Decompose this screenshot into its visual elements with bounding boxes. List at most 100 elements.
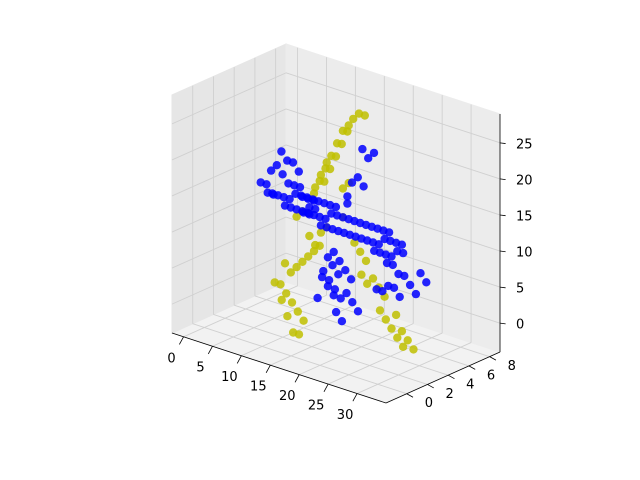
blue-point [388, 260, 397, 270]
z-tick-label-mark [499, 250, 506, 253]
blue-point [347, 178, 357, 187]
blue-point [405, 280, 415, 290]
x-axis-line [171, 332, 387, 404]
y-tick-label: 2 [445, 387, 453, 402]
blue-point [397, 240, 407, 249]
yellow-point [283, 312, 292, 321]
x-tick-label-mark [236, 355, 242, 364]
yellow-point [403, 336, 412, 345]
yellow-point [398, 342, 408, 351]
blue-point [256, 178, 265, 187]
blue-point [398, 248, 408, 258]
yellow-point [368, 274, 378, 283]
blue-point [311, 204, 320, 214]
yellow-point [299, 316, 308, 325]
y-tick-label: 0 [425, 396, 433, 411]
z-tick-label-mark [499, 322, 506, 325]
blue-point [323, 253, 333, 262]
blue-point [411, 289, 421, 299]
grid-line-z-left [171, 216, 287, 269]
blue-point [278, 170, 287, 179]
x-tick-label-mark [323, 383, 329, 392]
yellow-point [293, 307, 302, 316]
blue-point [342, 288, 351, 298]
blue-point [359, 182, 368, 191]
grid-line-x-floor [270, 313, 385, 366]
grid-line-z-back [285, 108, 501, 180]
grid-line-y-floor [192, 323, 407, 395]
x-tick-label-mark [294, 374, 300, 383]
blue-point [317, 272, 327, 282]
grid-line-x-floor [327, 332, 443, 385]
blue-point [331, 307, 341, 317]
yellow-point [282, 289, 291, 298]
grid-line-z-left [171, 144, 287, 197]
blue-point [335, 256, 344, 266]
z-tick-label: 15 [516, 209, 533, 224]
grid-line-z-left [171, 252, 287, 305]
yellow-point [305, 231, 314, 241]
blue-point [288, 158, 298, 167]
y-tick-label-mark [427, 384, 434, 389]
grid-line-z-left [171, 108, 287, 161]
z-tick-label-mark [499, 214, 506, 217]
blue-point [294, 167, 303, 176]
yellow-point [387, 324, 396, 333]
yellow-point [360, 111, 369, 120]
blue-point [346, 275, 356, 284]
yellow-point [338, 184, 348, 193]
grid-line-z-back [285, 144, 501, 216]
yellow-point [381, 315, 390, 324]
grid-line-x-floor [212, 294, 327, 347]
blue-point [384, 228, 394, 237]
blue-point [343, 192, 352, 201]
yellow-point [349, 114, 358, 124]
yellow-point [331, 152, 341, 161]
yellow-point [363, 279, 372, 288]
yellow-point [357, 270, 366, 279]
yellow-point [361, 256, 371, 266]
blue-point [321, 214, 330, 224]
blue-point [369, 148, 379, 158]
grid-line-y-floor [234, 304, 449, 376]
y-tick-label: 8 [508, 359, 516, 374]
blue-point [266, 166, 276, 175]
blue-point [331, 202, 341, 212]
yellow-point [325, 164, 335, 174]
yellow-point [320, 177, 329, 186]
blue-point [328, 261, 337, 270]
yellow-point [280, 259, 290, 268]
blue-point [374, 240, 383, 249]
yellow-point [409, 345, 418, 354]
blue-point [269, 190, 278, 199]
yellow-point [270, 278, 279, 287]
x-tick-label: 30 [337, 408, 354, 423]
grid-line-y-floor [254, 295, 470, 367]
x-tick-label: 0 [167, 351, 175, 366]
y-tick-label: 6 [487, 368, 495, 383]
yellow-point [277, 295, 286, 305]
axis-lines [171, 114, 501, 404]
yellow-point [397, 327, 407, 336]
blue-point [364, 154, 373, 163]
z-tick-label: 5 [516, 282, 524, 297]
y-tick-label-mark [468, 365, 476, 370]
yellow-point [356, 247, 365, 256]
z-tick-label: 25 [516, 137, 533, 152]
grid-line-y-floor [213, 314, 428, 385]
z-tick-label: 0 [516, 318, 524, 333]
yellow-point [391, 310, 401, 320]
blue-point [295, 183, 305, 192]
x-tick-label-mark [265, 364, 271, 374]
blue-point [323, 282, 333, 291]
blue-point [343, 199, 352, 208]
yellow-point [343, 127, 352, 136]
blue-point [305, 210, 314, 219]
blue-point [309, 196, 319, 205]
blue-point [336, 294, 345, 303]
y-axis-line [385, 351, 501, 404]
x-tick-label: 5 [196, 361, 204, 376]
x-tick-label: 10 [221, 370, 238, 385]
